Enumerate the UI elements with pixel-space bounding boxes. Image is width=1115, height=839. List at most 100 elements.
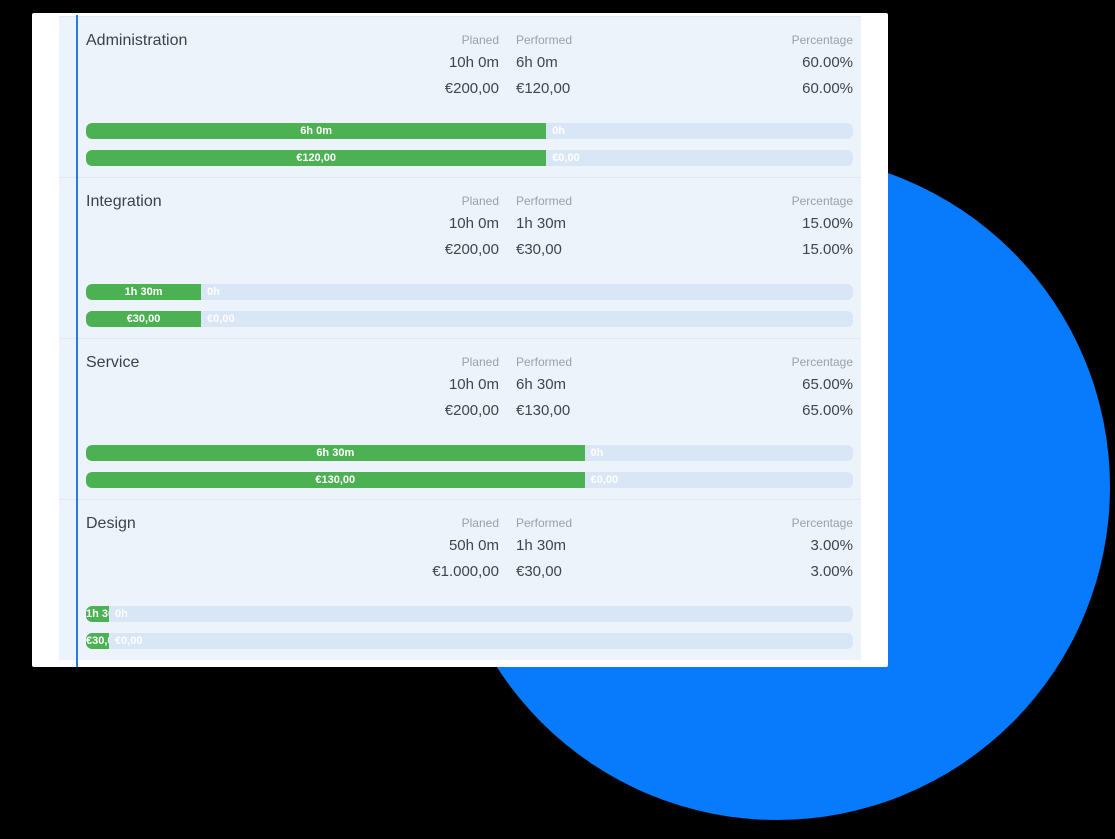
performed-column-header: Performed: [516, 33, 573, 47]
metrics-header-row: Planed Performed Percentage: [409, 352, 853, 372]
time-values-row: 50h 0m 1h 30m 3.00%: [409, 533, 853, 559]
report-table[interactable]: Administration Planed Performed Percenta…: [59, 16, 861, 660]
performed-cost-value: €30,00: [516, 241, 562, 258]
time-progress-fill: 1h 30m: [86, 606, 109, 622]
section-metrics: Planed Performed Percentage 10h 0m 6h 30…: [409, 352, 853, 424]
section-header: Integration Planed Performed Percentage …: [86, 191, 853, 263]
cost-progress-fill-label: €30,00: [86, 635, 109, 647]
percentage-column-header: Percentage: [791, 33, 853, 47]
performed-time-value: 6h 30m: [516, 376, 567, 393]
cost-progress-bar: €30,00 €0,00: [86, 633, 853, 649]
cost-percentage-value: 3.00%: [810, 563, 853, 580]
section-metrics: Planed Performed Percentage 50h 0m 1h 30…: [409, 513, 853, 585]
cost-progress-fill-label: €130,00: [315, 474, 356, 486]
time-progress-remainder-label: 0h: [207, 286, 220, 298]
time-percentage-value: 15.00%: [802, 215, 853, 232]
progress-bars: 6h 30m 0h €130,00 €0,00: [86, 445, 853, 488]
time-percentage-value: 65.00%: [802, 376, 853, 393]
cost-values-row: €1.000,00 €30,00 3.00%: [409, 559, 853, 585]
time-values-row: 10h 0m 6h 0m 60.00%: [409, 50, 853, 76]
performed-column-header: Performed: [516, 355, 573, 369]
performed-cost-value: €30,00: [516, 563, 562, 580]
planed-column-header: Planed: [461, 516, 499, 530]
section-title: Administration: [86, 32, 188, 49]
section-metrics: Planed Performed Percentage 10h 0m 6h 0m…: [409, 30, 853, 102]
section-header: Design Planed Performed Percentage 50h 0…: [86, 513, 853, 585]
cost-progress-fill: €120,00: [86, 150, 547, 166]
cost-progress-remainder-label: €0,00: [552, 152, 580, 164]
percentage-column-header: Percentage: [791, 355, 853, 369]
section-header: Service Planed Performed Percentage 10h …: [86, 352, 853, 424]
time-progress-bar: 6h 30m 0h: [86, 445, 853, 461]
performed-cost-value: €120,00: [516, 80, 571, 97]
time-progress-fill: 6h 30m: [86, 445, 585, 461]
time-percentage-value: 60.00%: [802, 54, 853, 71]
time-progress-fill: 6h 0m: [86, 123, 547, 139]
time-progress-fill-label: 6h 30m: [316, 447, 355, 459]
planed-cost-value: €200,00: [444, 241, 499, 258]
planed-cost-value: €200,00: [444, 402, 499, 419]
progress-bars: 1h 30m 0h €30,00 €0,00: [86, 284, 853, 327]
section-integration: Integration Planed Performed Percentage …: [59, 178, 861, 339]
planed-time-value: 10h 0m: [448, 376, 499, 393]
cost-progress-bar: €130,00 €0,00: [86, 472, 853, 488]
time-values-row: 10h 0m 6h 30m 65.00%: [409, 372, 853, 398]
time-progress-fill-label: 6h 0m: [300, 125, 332, 137]
section-service: Service Planed Performed Percentage 10h …: [59, 339, 861, 500]
section-header: Administration Planed Performed Percenta…: [86, 30, 853, 102]
cost-progress-bar: €120,00 €0,00: [86, 150, 853, 166]
report-panel: Administration Planed Performed Percenta…: [32, 13, 888, 667]
time-progress-fill-label: 1h 30m: [86, 608, 109, 620]
cost-values-row: €200,00 €30,00 15.00%: [409, 237, 853, 263]
performed-cost-value: €130,00: [516, 402, 571, 419]
time-progress-remainder-label: 0h: [115, 608, 128, 620]
performed-column-header: Performed: [516, 194, 573, 208]
planed-time-value: 10h 0m: [448, 54, 499, 71]
time-progress-fill-label: 1h 30m: [124, 286, 163, 298]
time-percentage-value: 3.00%: [810, 537, 853, 554]
section-title: Design: [86, 515, 136, 532]
metrics-header-row: Planed Performed Percentage: [409, 513, 853, 533]
cost-progress-remainder-label: €0,00: [115, 635, 143, 647]
cost-progress-fill: €130,00: [86, 472, 585, 488]
planed-column-header: Planed: [461, 194, 499, 208]
planed-cost-value: €200,00: [444, 80, 499, 97]
time-progress-bar: 1h 30m 0h: [86, 606, 853, 622]
percentage-column-header: Percentage: [791, 194, 853, 208]
left-accent-line: [76, 15, 78, 667]
section-administration: Administration Planed Performed Percenta…: [59, 17, 861, 178]
performed-time-value: 6h 0m: [516, 54, 558, 71]
planed-time-value: 10h 0m: [448, 215, 499, 232]
section-title: Service: [86, 354, 140, 371]
metrics-header-row: Planed Performed Percentage: [409, 30, 853, 50]
section-design: Design Planed Performed Percentage 50h 0…: [59, 500, 861, 660]
planed-column-header: Planed: [461, 33, 499, 47]
cost-progress-fill-label: €120,00: [296, 152, 336, 164]
section-metrics: Planed Performed Percentage 10h 0m 1h 30…: [409, 191, 853, 263]
performed-column-header: Performed: [516, 516, 573, 530]
performed-time-value: 1h 30m: [516, 537, 567, 554]
cost-progress-fill: €30,00: [86, 633, 109, 649]
cost-progress-bar: €30,00 €0,00: [86, 311, 853, 327]
planed-column-header: Planed: [461, 355, 499, 369]
planed-cost-value: €1.000,00: [432, 563, 499, 580]
cost-percentage-value: 15.00%: [802, 241, 853, 258]
cost-percentage-value: 60.00%: [802, 80, 853, 97]
cost-progress-fill: €30,00: [86, 311, 202, 327]
metrics-header-row: Planed Performed Percentage: [409, 191, 853, 211]
time-progress-bar: 1h 30m 0h: [86, 284, 853, 300]
section-title: Integration: [86, 193, 162, 210]
cost-progress-fill-label: €30,00: [126, 313, 161, 325]
planed-time-value: 50h 0m: [448, 537, 499, 554]
time-progress-remainder-label: 0h: [590, 447, 604, 459]
percentage-column-header: Percentage: [791, 516, 853, 530]
time-progress-fill: 1h 30m: [86, 284, 202, 300]
time-progress-remainder-label: 0h: [552, 125, 566, 137]
cost-progress-remainder-label: €0,00: [207, 313, 235, 325]
cost-values-row: €200,00 €130,00 65.00%: [409, 398, 853, 424]
time-progress-bar: 6h 0m 0h: [86, 123, 853, 139]
performed-time-value: 1h 30m: [516, 215, 567, 232]
time-values-row: 10h 0m 1h 30m 15.00%: [409, 211, 853, 237]
progress-bars: 1h 30m 0h €30,00 €0,00: [86, 606, 853, 649]
